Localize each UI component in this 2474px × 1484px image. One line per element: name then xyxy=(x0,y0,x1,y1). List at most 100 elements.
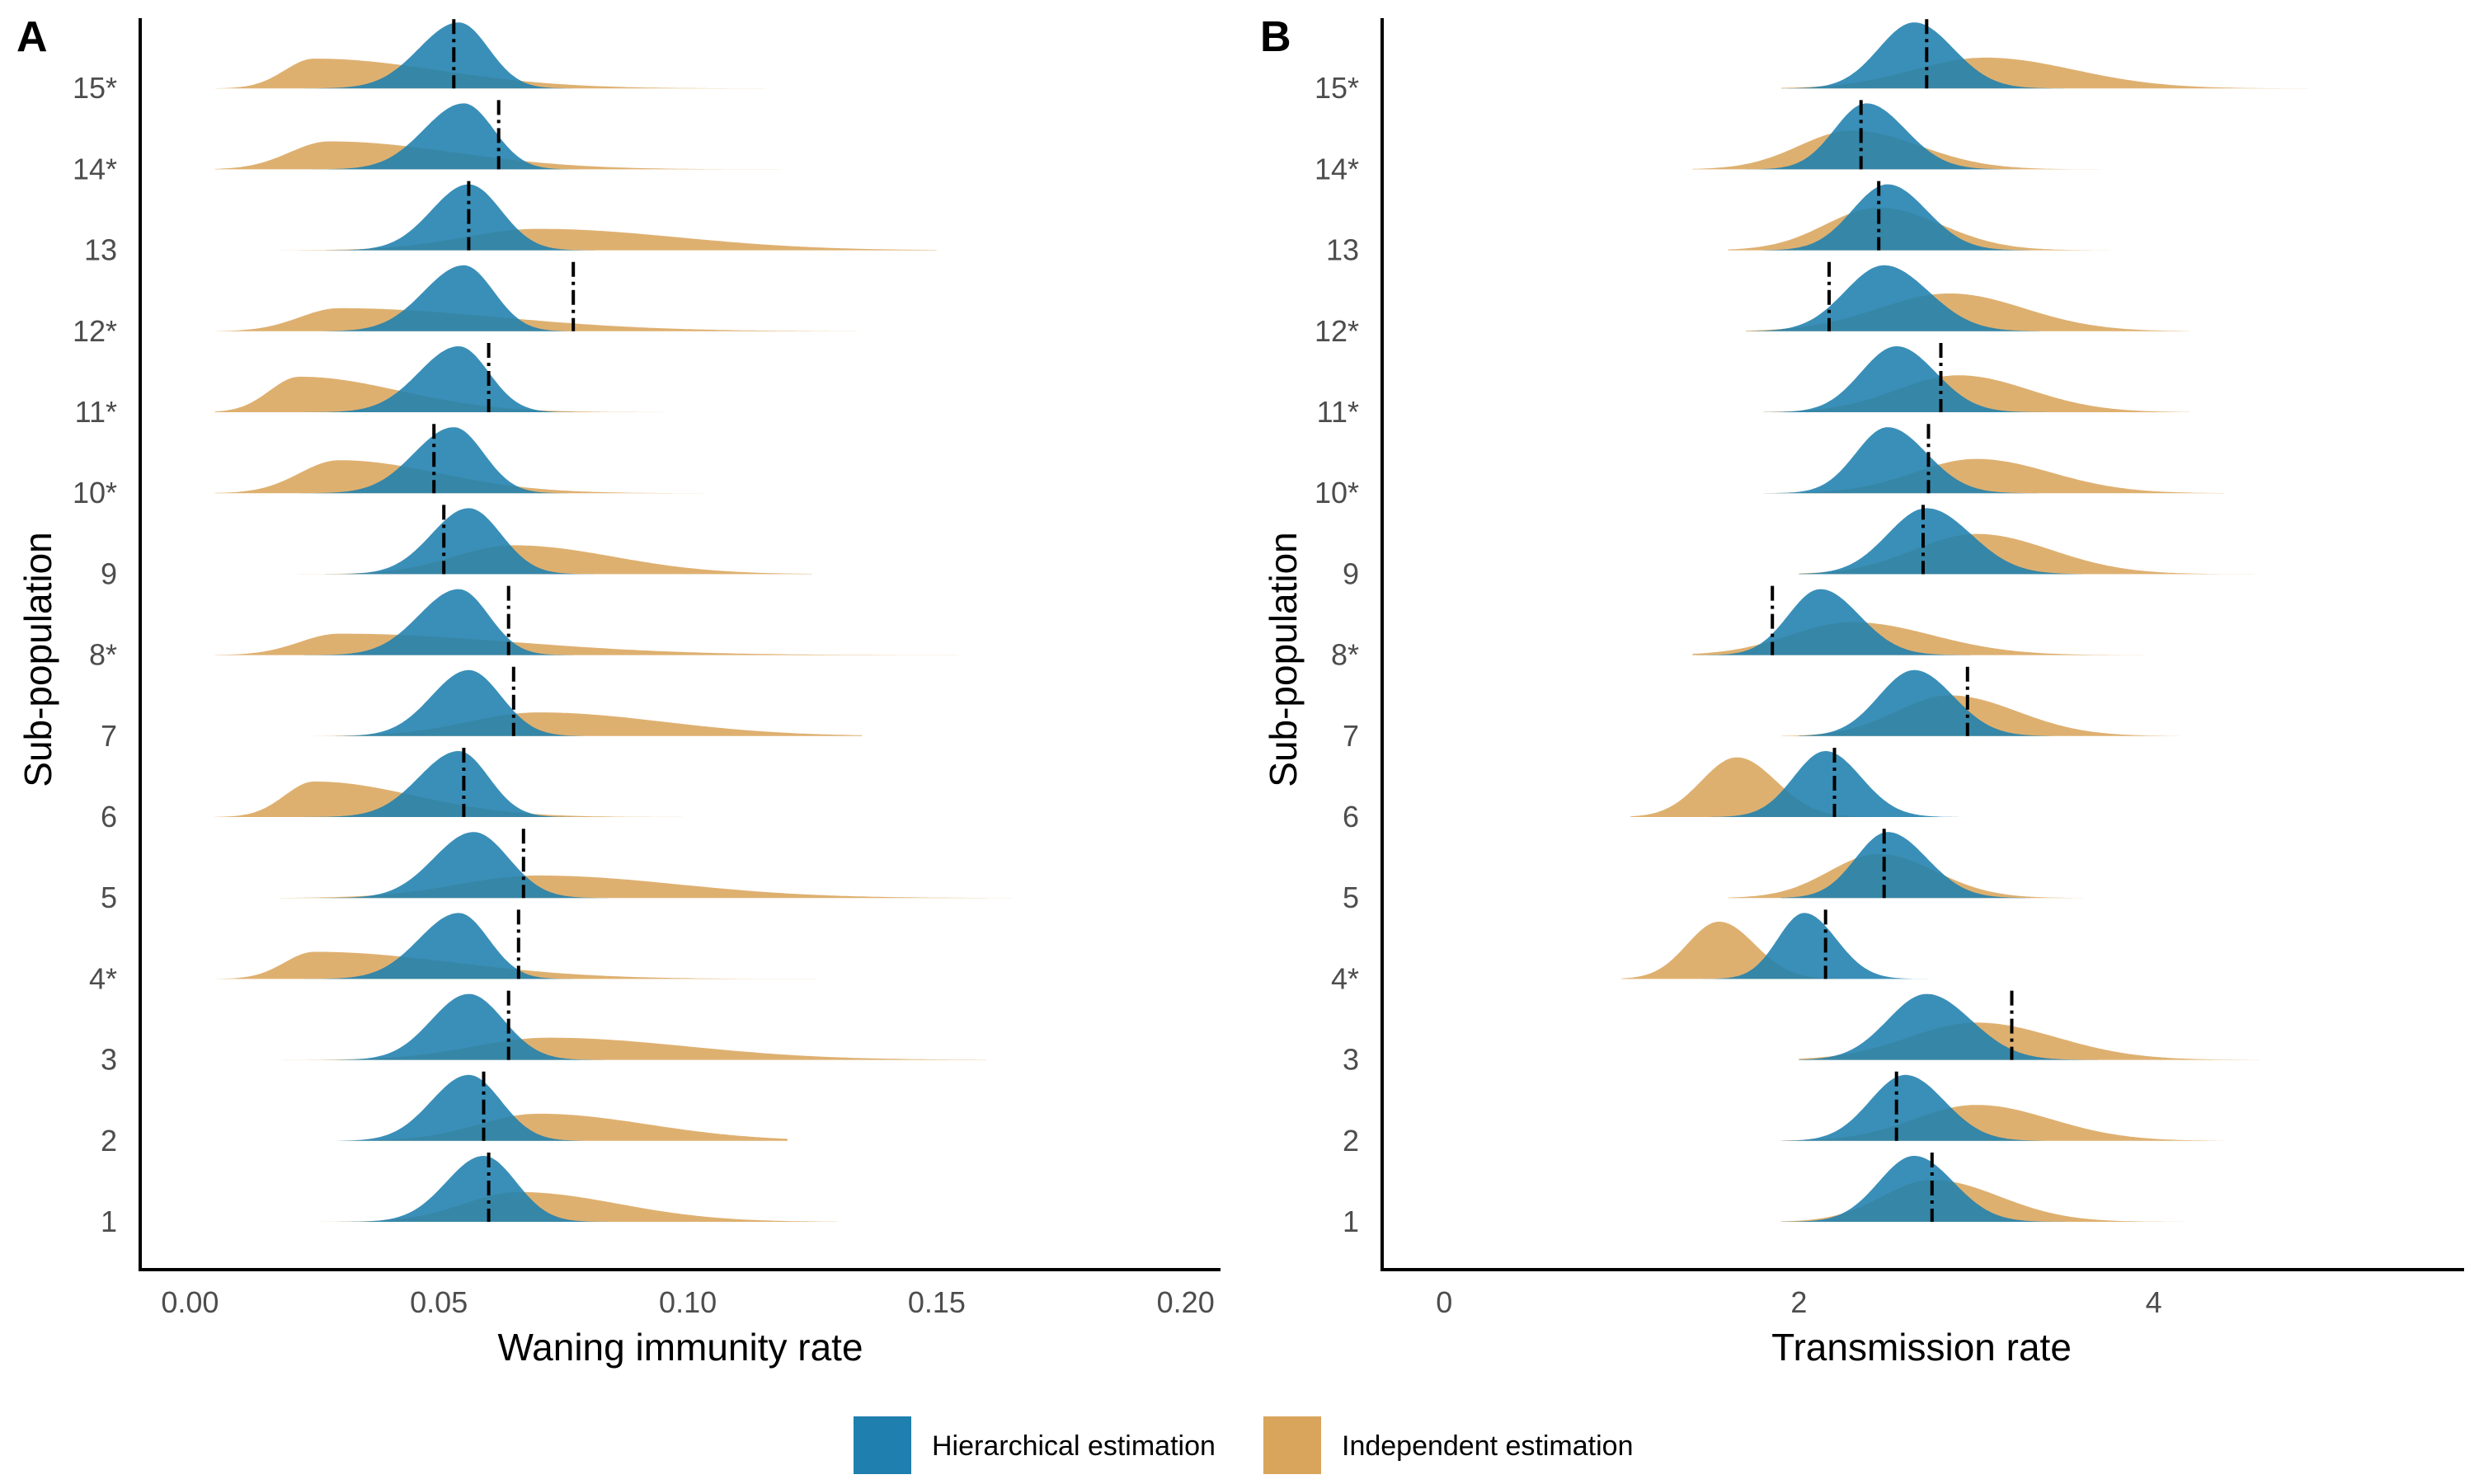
hierarchical-density-4* xyxy=(1692,913,1941,979)
hierarchical-density-2 xyxy=(1780,1074,2083,1141)
hierarchical-density-15* xyxy=(214,22,589,89)
y-tick-label: 10* xyxy=(1315,476,1359,510)
independent-density-14* xyxy=(214,141,887,170)
y-tick-label: 1 xyxy=(101,1205,117,1238)
y-tick-label: 1 xyxy=(1343,1205,1359,1238)
x-tick-label: 2 xyxy=(1790,1285,1807,1319)
y-tick-label: 7 xyxy=(1343,719,1359,753)
panel-b-y-tick-labels: 15* 14* 13 12* 11* 10* 9 8* 7 6 5 4* 3 2 1 xyxy=(1315,71,1359,1238)
x-tick-label: 0 xyxy=(1436,1285,1452,1319)
independent-density-15* xyxy=(214,59,838,89)
panel-a-x-axis-title: Waning immunity rate xyxy=(497,1326,863,1369)
y-tick-label: 5 xyxy=(101,881,117,914)
x-tick-label: 0.10 xyxy=(659,1285,717,1319)
panel-b-medians xyxy=(1771,19,2014,1222)
hierarchical-density-1 xyxy=(280,1156,614,1222)
y-tick-label: 11* xyxy=(1317,395,1359,429)
hierarchical-density-3 xyxy=(1799,993,2119,1060)
hierarchical-density-14* xyxy=(1745,103,2012,170)
independent-density-9 xyxy=(280,545,812,575)
legend-swatch-hierarchical xyxy=(854,1416,911,1474)
y-tick-label: 15* xyxy=(73,71,117,105)
independent-density-11* xyxy=(214,376,788,412)
hierarchical-density-7 xyxy=(280,669,623,736)
hierarchical-density-14* xyxy=(214,103,589,170)
panel-b-x-tick-labels: 0 2 4 xyxy=(1436,1285,2161,1319)
y-tick-label: 4* xyxy=(89,961,117,995)
panel-a: A 15* 14* 13 12* 11* 10* 9 8* 7 6 5 4* 3 2 1 0.00 0.05 0… xyxy=(16,13,1221,1369)
hierarchical-density-11* xyxy=(214,346,589,412)
panel-b-x-axis-title: Transmission rate xyxy=(1771,1326,2072,1369)
hierarchical-density-6 xyxy=(214,751,589,817)
hierarchical-density-10* xyxy=(1763,427,2048,494)
panel-b-tag: B xyxy=(1260,13,1291,61)
y-tick-label: 10* xyxy=(73,476,117,510)
hierarchical-density-2 xyxy=(280,1074,614,1141)
hierarchical-density-3 xyxy=(280,993,628,1060)
hierarchical-density-13 xyxy=(280,184,623,251)
legend-label-hierarchical: Hierarchical estimation xyxy=(932,1430,1216,1462)
hierarchical-density-13 xyxy=(1763,184,2030,251)
panel-b-ridges xyxy=(1621,22,2349,1222)
y-tick-label: 12* xyxy=(73,314,117,348)
x-tick-label: 0.00 xyxy=(161,1285,219,1319)
legend-label-independent: Independent estimation xyxy=(1342,1430,1633,1462)
x-tick-label: 4 xyxy=(2146,1285,2162,1319)
y-tick-label: 8* xyxy=(89,638,117,672)
panel-a-ridges xyxy=(214,22,1186,1222)
panel-a-y-tick-labels: 15* 14* 13 12* 11* 10* 9 8* 7 6 5 4* 3 2 1 xyxy=(73,71,117,1238)
legend: Hierarchical estimation Independent esti… xyxy=(854,1416,1633,1474)
hierarchical-density-4* xyxy=(214,913,589,979)
hierarchical-density-9 xyxy=(1799,508,2083,575)
independent-density-6 xyxy=(1630,757,1888,817)
hierarchical-density-15* xyxy=(1780,22,2066,89)
hierarchical-density-12* xyxy=(214,265,589,331)
independent-density-8* xyxy=(214,633,1186,655)
hierarchical-density-11* xyxy=(1763,346,2048,412)
y-tick-label: 7 xyxy=(101,719,117,753)
y-tick-label: 12* xyxy=(1315,314,1359,348)
independent-density-7 xyxy=(280,712,863,736)
y-tick-label: 14* xyxy=(1315,152,1359,186)
hierarchical-density-5 xyxy=(1780,832,2030,899)
x-tick-label: 0.20 xyxy=(1157,1285,1215,1319)
y-tick-label: 11* xyxy=(75,395,117,429)
y-tick-label: 2 xyxy=(1343,1124,1359,1158)
independent-density-2 xyxy=(280,1113,788,1141)
y-tick-label: 5 xyxy=(1343,881,1359,914)
y-tick-label: 3 xyxy=(101,1043,117,1077)
y-tick-label: 8* xyxy=(1331,638,1359,672)
panel-b-y-axis-title: Sub-population xyxy=(1262,532,1305,787)
y-tick-label: 13 xyxy=(1326,233,1359,267)
hierarchical-density-12* xyxy=(1745,265,2048,331)
y-tick-label: 4* xyxy=(1331,961,1359,995)
independent-density-6 xyxy=(214,781,788,817)
independent-density-12* xyxy=(214,308,962,331)
hierarchical-density-7 xyxy=(1799,669,2066,736)
y-tick-label: 6 xyxy=(1343,800,1359,834)
x-tick-label: 0.05 xyxy=(410,1285,468,1319)
independent-density-4* xyxy=(214,951,887,979)
hierarchical-density-9 xyxy=(280,508,623,575)
y-tick-label: 6 xyxy=(101,800,117,834)
y-tick-label: 14* xyxy=(73,152,117,186)
y-tick-label: 9 xyxy=(1343,556,1359,590)
independent-density-10* xyxy=(214,460,738,494)
hierarchical-density-10* xyxy=(214,427,579,494)
hierarchical-density-5 xyxy=(280,832,638,899)
y-tick-label: 9 xyxy=(101,556,117,590)
panel-b: B 15* 14* 13 12* 11* 10* 9 8* 7 6 5 4* 3 2 1 0 2 4 Trans… xyxy=(1260,13,2464,1369)
legend-swatch-independent xyxy=(1263,1416,1321,1474)
independent-density-4* xyxy=(1621,921,1870,979)
independent-density-1 xyxy=(280,1191,838,1222)
y-tick-label: 2 xyxy=(101,1124,117,1158)
hierarchical-density-8* xyxy=(1692,589,1977,655)
y-tick-label: 3 xyxy=(1343,1043,1359,1077)
panel-a-y-axis-title: Sub-population xyxy=(16,532,59,787)
panel-a-x-tick-labels: 0.00 0.05 0.10 0.15 0.20 xyxy=(161,1285,1214,1319)
panel-a-tag: A xyxy=(16,13,48,61)
y-tick-label: 13 xyxy=(84,233,117,267)
y-tick-label: 15* xyxy=(1315,71,1359,105)
panel-a-medians xyxy=(432,19,576,1222)
